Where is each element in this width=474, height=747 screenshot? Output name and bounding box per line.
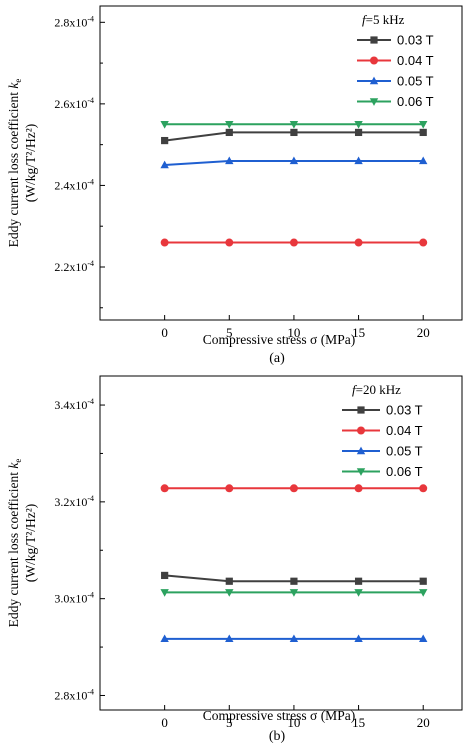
data-point [160,238,169,247]
data-point [225,634,234,643]
legend-swatch-marker [356,468,366,476]
data-point [354,156,363,165]
data-point [289,156,299,165]
legend-swatch-marker [369,76,379,85]
y-tick-label: 2.8x10-4 [54,14,94,29]
legend: f=20 kHz 0.03 T 0.04 T 0.05 T 0.06 T [342,382,423,479]
y-axis-label-units: (W/kg/T²/Hz²) [23,124,38,203]
x-tick-label: 10 [287,325,300,340]
data-point [354,577,363,585]
legend-entry: 0.06 T [397,94,434,109]
legend-entry: 0.04 T [397,53,434,68]
data-point [160,160,169,169]
data-point [354,634,363,643]
legend-swatch-marker [370,36,378,44]
legend-entry: 0.05 T [397,74,434,89]
x-tick-label: 20 [417,325,430,340]
legend-entry: 0.05 T [386,444,423,459]
x-tick-label: 15 [352,325,365,340]
series-0.05-T [160,634,428,643]
y-axis-label: Eddy current loss coefficient ke [6,459,23,628]
legend-title: f=5 kHz [362,12,405,27]
data-point [160,121,169,129]
data-point [419,577,427,585]
data-point [225,589,234,597]
legend-swatch-marker [369,98,379,106]
x-tick-label: 20 [417,715,430,730]
data-point [419,121,428,129]
legend-swatch-marker [357,426,365,435]
panel-label: (b) [269,729,286,744]
x-tick-label: 0 [161,325,168,340]
data-point [354,121,363,129]
data-point [290,577,298,585]
data-point [289,634,299,643]
series-0.04-T [160,238,428,247]
data-point [161,571,169,580]
series-0.06-T [160,121,428,129]
x-tick-label: 15 [352,715,365,730]
legend-entry: 0.03 T [386,403,423,418]
x-tick-label: 10 [287,715,300,730]
data-point [225,238,234,247]
y-tick-label: 2.4x10-4 [54,177,94,192]
chart-panel-1: 0 5 10 15 20 2.2x10-4 2.4x10-4 2.6x10-4 2.8x10-4… [6,5,463,366]
data-point [354,238,363,247]
y-tick-label: 2.8x10-4 [54,687,94,702]
data-point [419,156,428,165]
series-0.04-T [160,484,428,493]
series-0.06-T [160,589,428,597]
data-point [289,238,298,247]
data-point [289,589,299,597]
data-point [354,484,363,493]
y-axis-label-units: (W/kg/T²/Hz²) [23,504,38,583]
legend-entry: 0.06 T [386,464,423,479]
plot-frame [99,375,463,711]
y-tick-label: 3.0x10-4 [54,591,94,606]
data-point [225,128,233,137]
legend-swatch-marker [370,56,378,65]
data-point [225,484,234,493]
data-point [225,156,234,165]
data-point [354,128,363,137]
panel-label: (a) [269,351,285,366]
y-tick-label: 2.2x10-4 [54,259,94,274]
y-tick-label: 3.2x10-4 [54,494,94,509]
data-point [289,484,298,493]
x-axis-label: Compressive stress σ (MPa) [203,708,355,723]
x-tick-label: 0 [161,715,168,730]
legend-swatch-marker [357,406,365,414]
data-point [160,589,169,597]
series-0.05-T [160,156,428,169]
data-point [419,128,427,137]
data-point [160,484,169,493]
x-axis-label: Compressive stress σ (MPa) [203,332,355,347]
data-point [419,238,428,247]
data-point [225,577,233,585]
legend-swatch-marker [356,446,366,455]
plot-frame [99,5,463,321]
data-point [419,589,428,597]
legend-entry: 0.04 T [386,423,423,438]
data-point [289,121,299,129]
chart-panel-2: 0 5 10 15 20 2.8x10-4 3.0x10-4 3.2x10-4 3.4x10-4… [6,375,463,744]
data-point [419,634,428,643]
x-tick-label: 5 [226,715,233,730]
series-0.03-T [161,571,427,585]
data-point [354,589,363,597]
x-tick-label: 5 [226,325,233,340]
y-tick-label: 3.4x10-4 [54,397,94,412]
data-point [161,136,169,145]
data-point [290,128,298,137]
y-tick-label: 2.6x10-4 [54,96,94,111]
data-point [225,121,234,129]
series-0.03-T [161,128,427,145]
legend-title: f=20 kHz [352,382,401,397]
y-axis-label: Eddy current loss coefficient ke [6,79,23,248]
data-point [160,634,169,643]
legend: f=5 kHz 0.03 T 0.04 T 0.05 T 0.06 T [357,12,434,109]
legend-entry: 0.03 T [397,33,434,48]
data-point [419,484,428,493]
